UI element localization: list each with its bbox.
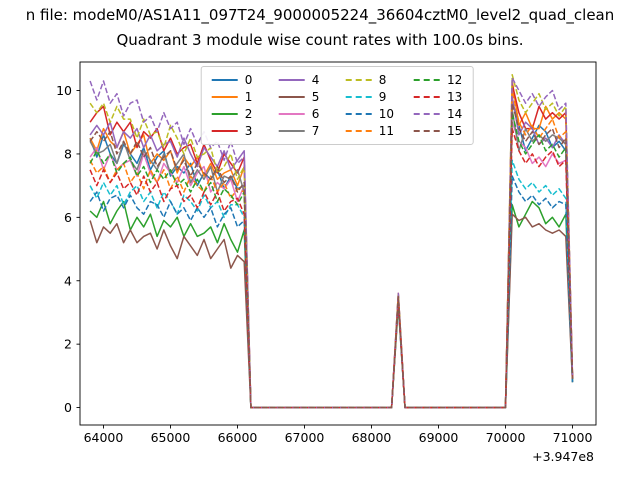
y-tick-label: 2 [64,337,72,352]
legend-item-9: 9 [345,89,394,105]
axes-spines [79,61,597,426]
legend-line-sample [414,79,440,81]
figure-title-line1: n file: modeM0/AS1A11_097T24_9000005224_… [25,6,615,24]
legend-line-sample [414,96,440,98]
series-line-5 [89,213,574,409]
legend-item-12: 12 [414,72,462,88]
legend-line-sample [211,79,238,81]
legend-item-label: 1 [244,90,253,104]
x-tick-label: 71000 [553,430,593,445]
legend-line-sample [278,79,305,81]
legend-line-sample [414,130,440,132]
legend-line-sample [211,113,238,115]
legend-line-sample [345,96,372,98]
y-tick-label: 8 [64,146,72,161]
x-tick-label: 69000 [419,430,459,445]
legend-item-5: 5 [278,89,326,105]
x-tick-label: 68000 [352,430,392,445]
legend-item-label: 2 [244,107,253,121]
x-tick-label: 67000 [285,430,325,445]
series-line-13 [89,127,574,409]
legend-line-sample [278,113,305,115]
legend-item-1: 1 [211,89,259,105]
legend-item-label: 9 [378,90,387,104]
series-line-6 [89,121,574,409]
y-tick-label: 6 [64,210,72,225]
legend-item-label: 6 [311,107,320,121]
series-line-12 [89,111,574,409]
legend-item-label: 12 [447,73,463,87]
legend-item-0: 0 [211,72,259,88]
figure-title-line2: Quadrant 3 module wise count rates with … [116,31,524,49]
legend-item-11: 11 [345,123,394,139]
x-tick-label: 70000 [486,430,526,445]
legend-item-label: 10 [378,107,394,121]
legend-item-15: 15 [414,123,462,139]
legend: 0 1 2 3 4 5 6 7 8 9 10 11 12 13 14 15 [200,66,474,145]
series-line-15 [89,102,574,409]
y-tick-label: 4 [64,273,72,288]
legend-item-label: 11 [378,124,394,138]
x-axis-offset-label: +3.947e8 [532,449,594,464]
legend-item-8: 8 [345,72,394,88]
legend-item-6: 6 [278,106,326,122]
legend-item-label: 13 [447,90,463,104]
legend-item-14: 14 [414,106,462,122]
legend-line-sample [211,96,238,98]
x-tick-label: 66000 [218,430,258,445]
legend-item-4: 4 [278,72,326,88]
legend-line-sample [278,96,305,98]
legend-line-sample [345,79,372,81]
legend-line-sample [345,113,372,115]
series-line-7 [89,108,574,409]
y-tick-label: 0 [64,400,72,415]
x-tick-label: 65000 [151,430,191,445]
legend-item-label: 3 [244,124,253,138]
legend-line-sample [345,130,372,132]
legend-item-label: 7 [311,124,320,138]
legend-item-label: 0 [244,73,253,87]
legend-item-label: 4 [311,73,320,87]
legend-item-13: 13 [414,89,462,105]
legend-item-10: 10 [345,106,394,122]
legend-item-label: 14 [447,107,463,121]
legend-item-3: 3 [211,123,259,139]
x-tick-label: 64000 [84,430,124,445]
legend-item-2: 2 [211,106,259,122]
legend-item-label: 5 [311,90,320,104]
y-tick-label: 10 [56,83,72,98]
legend-item-label: 15 [447,124,463,138]
legend-line-sample [211,130,238,132]
legend-item-label: 8 [378,73,387,87]
legend-line-sample [414,113,440,115]
legend-line-sample [278,130,305,132]
series-line-10 [89,175,574,409]
legend-item-7: 7 [278,123,326,139]
